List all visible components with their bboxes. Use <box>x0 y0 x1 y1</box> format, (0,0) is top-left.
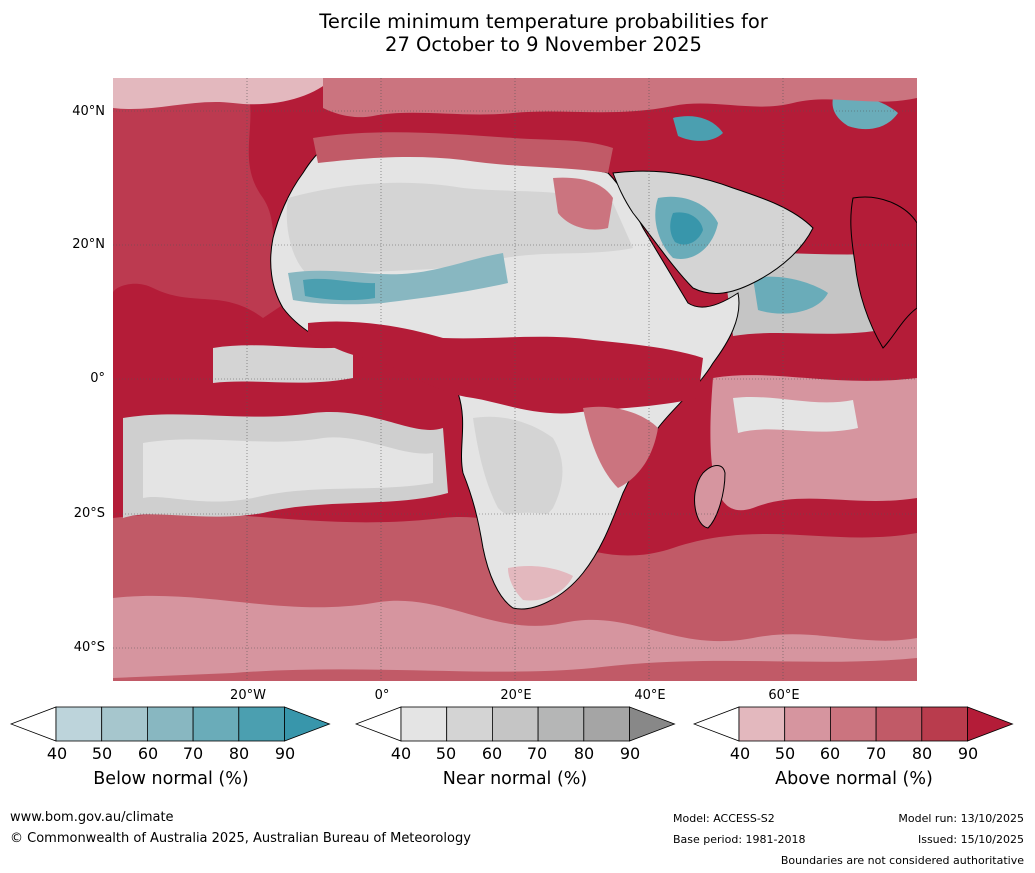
footer-base-period: Base period: 1981-2018 <box>673 833 806 846</box>
tick-label: 80 <box>228 744 250 763</box>
colorbar-segment <box>55 706 103 742</box>
lat-label-20n: 20°N <box>72 237 105 252</box>
legend-title-near: Near normal (%) <box>442 769 588 789</box>
tick-label: 90 <box>619 744 641 763</box>
india-above <box>850 196 917 349</box>
lat-label-40s: 40°S <box>73 640 105 655</box>
sahara-near <box>286 182 633 278</box>
indian-ocean-mixed <box>710 375 917 511</box>
colorbar-near <box>355 706 676 742</box>
lat-label-0: 0° <box>90 371 105 386</box>
tick-label: 70 <box>526 744 548 763</box>
colorbar-segment <box>400 706 448 742</box>
mediterranean-above <box>313 132 613 173</box>
tick-label: 40 <box>729 744 751 763</box>
colorbar-segment <box>784 706 831 742</box>
footer-issued: Issued: 15/10/2025 <box>917 833 1024 846</box>
ocean-near-gulf <box>213 345 353 383</box>
colorbar-extend-high <box>284 706 331 742</box>
tick-label: 50 <box>91 744 113 763</box>
colorbar-segment <box>491 706 539 742</box>
arabia-below-core <box>670 212 703 245</box>
lat-label-20s: 20°S <box>73 506 105 521</box>
central-africa-near <box>473 416 563 522</box>
east-africa-mixed <box>583 406 658 488</box>
tick-label: 70 <box>865 744 887 763</box>
footer-url[interactable]: www.bom.gov.au/climate <box>10 810 174 825</box>
ocean-pink-north <box>113 78 333 110</box>
colorbar-segment <box>921 706 968 742</box>
indian-ocean-near <box>733 396 858 433</box>
tick-label: 80 <box>911 744 933 763</box>
tick-label: 60 <box>481 744 503 763</box>
colorbar-below <box>10 706 331 742</box>
tick-label: 90 <box>957 744 979 763</box>
tick-label: 40 <box>390 744 412 763</box>
tick-label: 70 <box>182 744 204 763</box>
lon-label-40e: 40°E <box>634 688 666 703</box>
sahel-below-core <box>303 278 375 301</box>
central-asia-below <box>832 96 898 130</box>
caucasus-below <box>673 116 723 141</box>
colorbar-segment <box>101 706 148 742</box>
colorbar-segment <box>238 706 285 742</box>
colorbar-segment <box>192 706 240 742</box>
colorbar-extend-low <box>10 706 57 742</box>
lon-label-20w: 20°W <box>230 688 266 703</box>
colorbar-extend-low <box>693 706 740 742</box>
arabian-sea-below <box>753 276 828 314</box>
madagascar <box>694 465 726 529</box>
colorbar-extend-low <box>355 706 402 742</box>
tick-label: 80 <box>573 744 595 763</box>
legend-title-below: Below normal (%) <box>93 769 249 789</box>
probability-map <box>113 78 917 681</box>
ocean-near-light-south <box>143 437 433 502</box>
west-africa-above <box>308 321 703 414</box>
lon-label-20e: 20°E <box>500 688 532 703</box>
colorbar-segment <box>738 706 786 742</box>
map-title: Tercile minimum temperature probabilitie… <box>0 10 1035 56</box>
colorbar-segment <box>537 706 585 742</box>
graticule <box>113 78 917 681</box>
tick-label: 40 <box>46 744 68 763</box>
colorbar-segment <box>829 706 877 742</box>
title-line-1: Tercile minimum temperature probabilitie… <box>319 10 768 33</box>
colorbar-extend-high <box>629 706 676 742</box>
footer-boundaries: Boundaries are not considered authoritat… <box>780 854 1024 867</box>
legend-title-above: Above normal (%) <box>775 769 933 789</box>
tick-label: 60 <box>137 744 159 763</box>
title-line-2: 27 October to 9 November 2025 <box>385 33 702 56</box>
footer-model-run: Model run: 13/10/2025 <box>898 812 1024 825</box>
colorbar-segment <box>583 706 630 742</box>
tick-label: 90 <box>274 744 296 763</box>
egypt-above <box>553 177 613 230</box>
footer-model: Model: ACCESS-S2 <box>673 812 775 825</box>
colorbar-segment <box>146 706 194 742</box>
colorbar-extend-high <box>967 706 1014 742</box>
europe-above <box>323 78 917 118</box>
ocean-above-light-west <box>113 78 293 318</box>
colorbar-segment <box>875 706 923 742</box>
lat-label-40n: 40°N <box>72 104 105 119</box>
tick-label: 50 <box>435 744 457 763</box>
tick-label: 50 <box>774 744 796 763</box>
tick-label: 60 <box>819 744 841 763</box>
south-africa-light-pink <box>508 565 573 601</box>
lon-label-0: 0° <box>374 688 390 703</box>
colorbar-segment <box>446 706 493 742</box>
lon-label-60e: 60°E <box>768 688 800 703</box>
footer-copyright: © Commonwealth of Australia 2025, Austra… <box>10 831 471 846</box>
colorbar-above <box>693 706 1014 742</box>
